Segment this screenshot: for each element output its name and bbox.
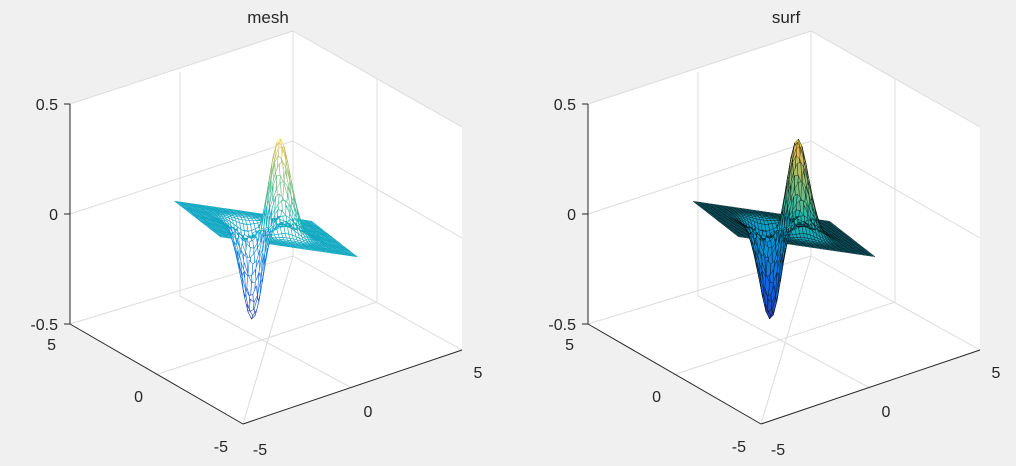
grid-line [810,140,981,239]
y-tick-label: -5 [732,439,746,456]
z-tick-label: 0.5 [36,97,58,114]
grid-line [697,295,871,389]
grid-line [179,295,353,389]
chart-title: mesh [247,8,289,27]
x-tick-label: -5 [253,442,267,459]
x-tick-label: 5 [474,365,483,382]
mesh-surface [173,138,359,320]
y-axis-line [69,323,244,425]
grid-line [587,140,812,215]
mesh-axes: mesh 0.5 0 -0.5 5 0 -5 -5 0 5 [30,8,483,459]
surf-axes: surf 0.5 0 -0.5 5 0 -5 -5 0 5 [548,8,1000,459]
y-tick-label: 0 [134,389,143,406]
surf-surface [692,138,876,320]
grid-line [154,301,378,376]
y-tick-label: 0 [652,389,661,406]
grid-line [760,255,812,425]
x-tick-label: 5 [992,365,1001,382]
grid-line [810,255,981,351]
grid-line [69,140,294,215]
y-tick-label: -5 [214,439,228,456]
grid-line [810,30,981,128]
grid-line [292,30,463,128]
z-tick-label: 0 [49,207,58,224]
x-tick-label: 0 [882,404,891,421]
grid-line [292,140,463,239]
x-axis-line [760,349,981,425]
mesh-face [251,310,257,320]
chart-title: surf [772,8,801,27]
z-tick-label: -0.5 [30,317,58,334]
x-axis-line [242,349,463,425]
y-axis-line [587,323,762,425]
mesh-face [351,254,359,258]
z-tick-label: 0.5 [554,97,576,114]
surf-face [869,255,876,257]
surf-face [769,310,775,320]
x-tick-label: -5 [771,442,785,459]
y-tick-label: 5 [47,337,56,354]
x-tick-label: 0 [364,404,373,421]
grid-line [587,30,812,105]
grid-line [242,255,294,425]
y-tick-label: 5 [565,337,574,354]
z-tick-label: -0.5 [548,317,576,334]
grid-line [69,30,294,105]
grid-line [292,255,463,351]
grid-line [672,301,896,376]
z-tick-label: 0 [567,207,576,224]
